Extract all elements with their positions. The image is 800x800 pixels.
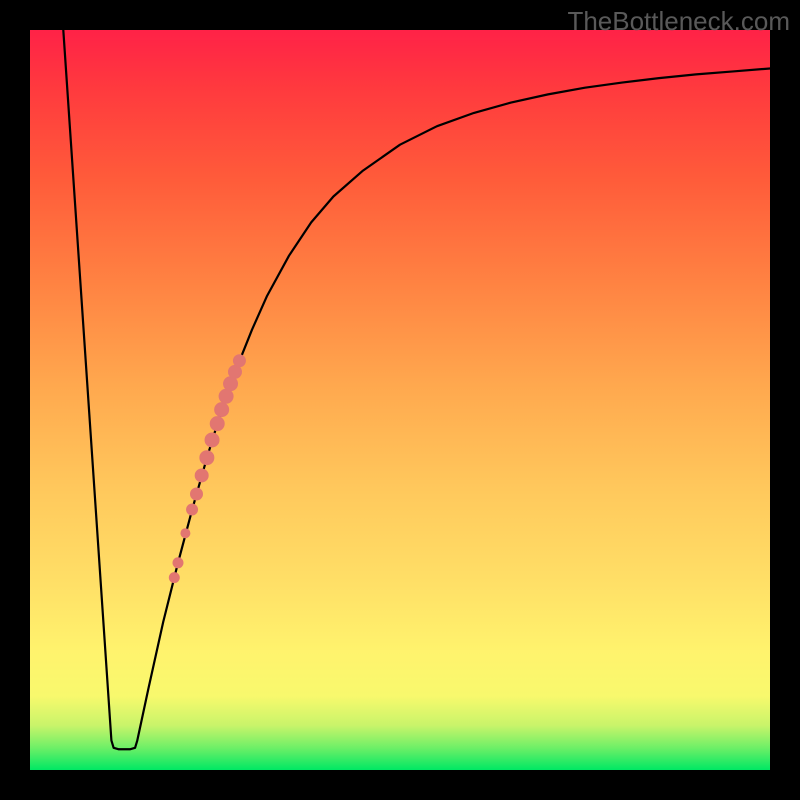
data-point xyxy=(187,504,198,515)
data-point xyxy=(210,417,224,431)
data-point xyxy=(200,451,214,465)
data-point xyxy=(169,573,179,583)
chart-container: TheBottleneck.com xyxy=(0,0,800,800)
data-point xyxy=(195,469,208,482)
data-point xyxy=(181,529,190,538)
data-point xyxy=(219,389,233,403)
data-point xyxy=(191,488,203,500)
watermark-text: TheBottleneck.com xyxy=(567,6,790,37)
data-point xyxy=(228,365,241,378)
data-point xyxy=(205,433,219,447)
data-point xyxy=(215,403,229,417)
data-point xyxy=(233,355,245,367)
bottleneck-curve-chart xyxy=(0,0,800,800)
gradient-background xyxy=(30,30,770,770)
data-point xyxy=(173,558,183,568)
